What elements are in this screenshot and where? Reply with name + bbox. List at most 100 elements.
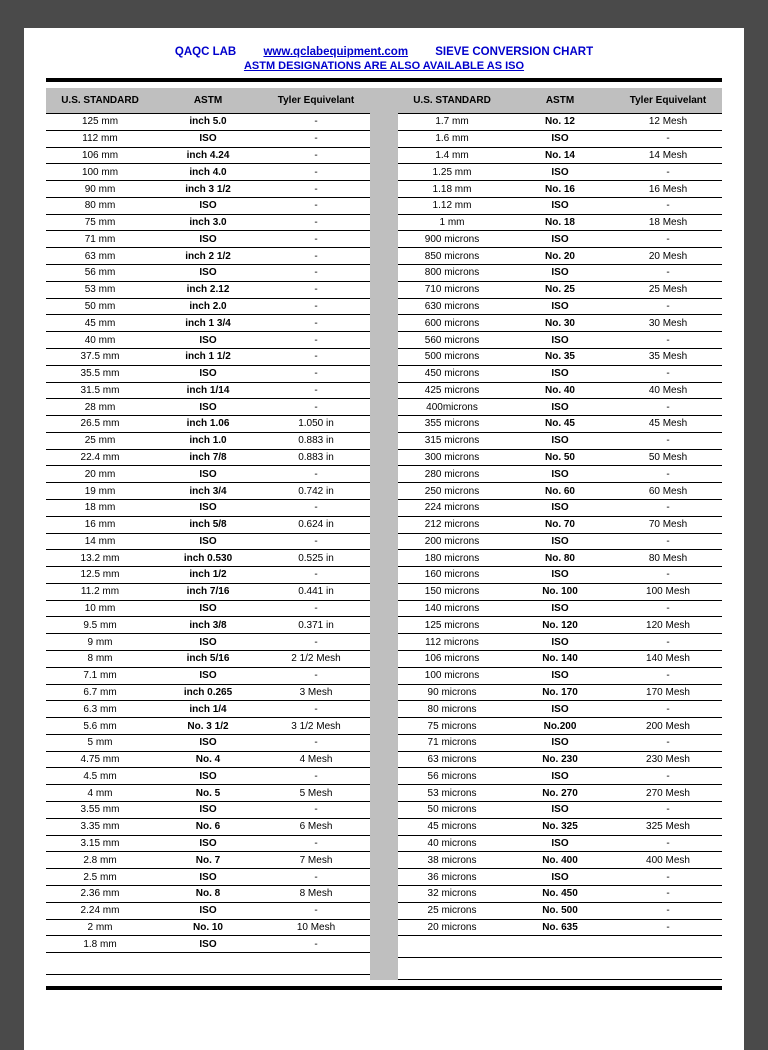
table-cell: ISO [506, 802, 614, 819]
table-cell: 71 microns [398, 734, 506, 751]
table-row: 3.55 mmISO- [46, 802, 370, 819]
table-cell: 25 Mesh [614, 281, 722, 298]
table-cell: 112 microns [398, 634, 506, 651]
table-row: 5.6 mmNo. 3 1/23 1/2 Mesh [46, 718, 370, 735]
table-cell: inch 4.0 [154, 164, 262, 181]
table-cell: 50 Mesh [614, 449, 722, 466]
table-cell: ISO [506, 634, 614, 651]
table-cell: 425 microns [398, 382, 506, 399]
table-cell: ISO [506, 600, 614, 617]
table-cell: 230 Mesh [614, 751, 722, 768]
table-cell: - [614, 869, 722, 886]
table-cell: No. 5 [154, 785, 262, 802]
table-row: 6.7 mminch 0.2653 Mesh [46, 684, 370, 701]
table-row: 18 mmISO- [46, 499, 370, 516]
table-row: 355 micronsNo. 4545 Mesh [398, 416, 722, 433]
table-header-row: U.S. STANDARD ASTM Tyler Equivelant [46, 88, 370, 114]
table-row: 50 mminch 2.0- [46, 298, 370, 315]
table-row: 2.8 mmNo. 77 Mesh [46, 852, 370, 869]
table-cell: inch 7/16 [154, 583, 262, 600]
table-cell: 9.5 mm [46, 617, 154, 634]
table-cell: 40 Mesh [614, 382, 722, 399]
table-cell: No. 60 [506, 483, 614, 500]
table-row: 16 mminch 5/80.624 in [46, 516, 370, 533]
table-cell: ISO [154, 231, 262, 248]
table-cell: - [262, 533, 370, 550]
table-cell: No. 20 [506, 248, 614, 265]
table-row: 800 micronsISO- [398, 265, 722, 282]
table-cell: inch 3 1/2 [154, 181, 262, 198]
table-cell: 25 mm [46, 432, 154, 449]
table-row: 20 mmISO- [46, 466, 370, 483]
table-cell: 35 Mesh [614, 348, 722, 365]
table-cell: No. 325 [506, 818, 614, 835]
table-row: 6.3 mminch 1/4- [46, 701, 370, 718]
table-cell: No. 3 1/2 [154, 718, 262, 735]
table-cell: 8 Mesh [262, 885, 370, 902]
table-cell: 1.12 mm [398, 197, 506, 214]
table-cell: 30 Mesh [614, 315, 722, 332]
table-cell: 0.883 in [262, 449, 370, 466]
table-cell: 600 microns [398, 315, 506, 332]
table-cell: 10 Mesh [262, 919, 370, 936]
table-cell: - [262, 567, 370, 584]
table-cell: 7.1 mm [46, 667, 154, 684]
table-cell: 560 microns [398, 332, 506, 349]
table-row: 112 micronsISO- [398, 634, 722, 651]
table-cell: 45 Mesh [614, 416, 722, 433]
table-cell: 170 Mesh [614, 684, 722, 701]
table-cell [154, 953, 262, 975]
table-cell: ISO [506, 399, 614, 416]
table-row-empty [398, 958, 722, 980]
table-row: 150 micronsNo. 100100 Mesh [398, 583, 722, 600]
table-cell: - [262, 164, 370, 181]
table-row: 1.7 mmNo. 1212 Mesh [398, 114, 722, 131]
table-row: 160 micronsISO- [398, 567, 722, 584]
table-cell: - [262, 835, 370, 852]
table-cell: 710 microns [398, 281, 506, 298]
table-row: 8 mminch 5/162 1/2 Mesh [46, 651, 370, 668]
table-row: 71 micronsISO- [398, 734, 722, 751]
table-cell: 5 Mesh [262, 785, 370, 802]
table-cell: 13.2 mm [46, 550, 154, 567]
table-cell: - [262, 399, 370, 416]
table-row: 315 micronsISO- [398, 432, 722, 449]
table-cell: 63 mm [46, 248, 154, 265]
table-cell: No. 450 [506, 885, 614, 902]
chart-title: SIEVE CONVERSION CHART [435, 46, 593, 58]
table-cell: - [262, 130, 370, 147]
table-cell: 355 microns [398, 416, 506, 433]
table-cell: 75 microns [398, 718, 506, 735]
table-cell: - [614, 432, 722, 449]
table-row: 80 mmISO- [46, 197, 370, 214]
table-cell: No. 50 [506, 449, 614, 466]
table-row-empty [46, 953, 370, 975]
table-cell: - [262, 114, 370, 131]
table-row: 26.5 mminch 1.061.050 in [46, 416, 370, 433]
table-cell: No. 16 [506, 181, 614, 198]
right-table-container: U.S. STANDARD ASTM Tyler Equivelant 1.7 … [398, 88, 722, 980]
table-cell: 1.18 mm [398, 181, 506, 198]
company-url: www.qclabequipment.com [263, 46, 408, 58]
table-cell: No.200 [506, 718, 614, 735]
table-row: 180 micronsNo. 8080 Mesh [398, 550, 722, 567]
table-cell: 160 microns [398, 567, 506, 584]
col-us-standard: U.S. STANDARD [46, 88, 154, 114]
table-row: 125 mminch 5.0- [46, 114, 370, 131]
table-cell: ISO [506, 332, 614, 349]
col-astm: ASTM [154, 88, 262, 114]
table-cell: 300 microns [398, 449, 506, 466]
table-cell: 200 Mesh [614, 718, 722, 735]
table-row: 31.5 mminch 1/14- [46, 382, 370, 399]
table-cell: ISO [506, 734, 614, 751]
table-cell: 14 mm [46, 533, 154, 550]
table-cell: 850 microns [398, 248, 506, 265]
table-cell: No. 4 [154, 751, 262, 768]
table-cell: 7 Mesh [262, 852, 370, 869]
table-cell: 45 microns [398, 818, 506, 835]
table-row: 25 mminch 1.00.883 in [46, 432, 370, 449]
table-cell: 100 microns [398, 667, 506, 684]
table-cell: 2 mm [46, 919, 154, 936]
table-row: 11.2 mminch 7/160.441 in [46, 583, 370, 600]
table-row: 90 mminch 3 1/2- [46, 181, 370, 198]
